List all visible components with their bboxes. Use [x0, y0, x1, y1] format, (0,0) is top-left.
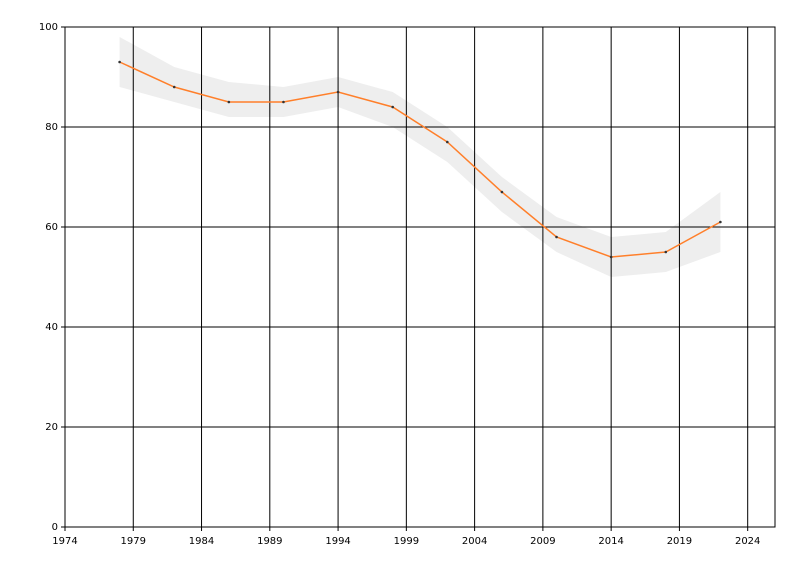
- point: [118, 60, 121, 64]
- point: [446, 140, 449, 144]
- y-tick-label: 40: [45, 322, 58, 333]
- x-tick-label: 1979: [121, 536, 146, 547]
- point: [391, 105, 394, 109]
- x-tick-label: 2004: [462, 536, 487, 547]
- y-tick-label: 60: [45, 222, 58, 233]
- confidence-band: [119, 37, 721, 277]
- x-tick-label: 1984: [189, 536, 214, 547]
- y-tick-label: 0: [52, 522, 58, 533]
- point: [664, 250, 668, 254]
- point: [719, 220, 722, 224]
- point: [282, 100, 285, 104]
- plot-border: [64, 26, 776, 528]
- point: [500, 190, 504, 194]
- x-tick-label: 1989: [257, 536, 282, 547]
- x-tick-label: 1999: [394, 536, 419, 547]
- y-tick-label: 20: [45, 422, 58, 433]
- y-tick-label: 80: [45, 122, 58, 133]
- x-tick-label: 2009: [530, 536, 555, 547]
- point: [172, 85, 176, 89]
- point: [227, 100, 231, 104]
- point: [609, 255, 613, 259]
- x-tick-label: 2024: [735, 536, 760, 547]
- x-tick-label: 1994: [325, 536, 350, 547]
- x-tick-label: 2014: [598, 536, 623, 547]
- x-tick-label: 2019: [667, 536, 692, 547]
- point: [555, 235, 558, 239]
- line: [119, 61, 721, 258]
- point: [336, 90, 340, 94]
- x-tick-label: 1974: [52, 536, 77, 547]
- y-tick-label: 100: [39, 22, 58, 33]
